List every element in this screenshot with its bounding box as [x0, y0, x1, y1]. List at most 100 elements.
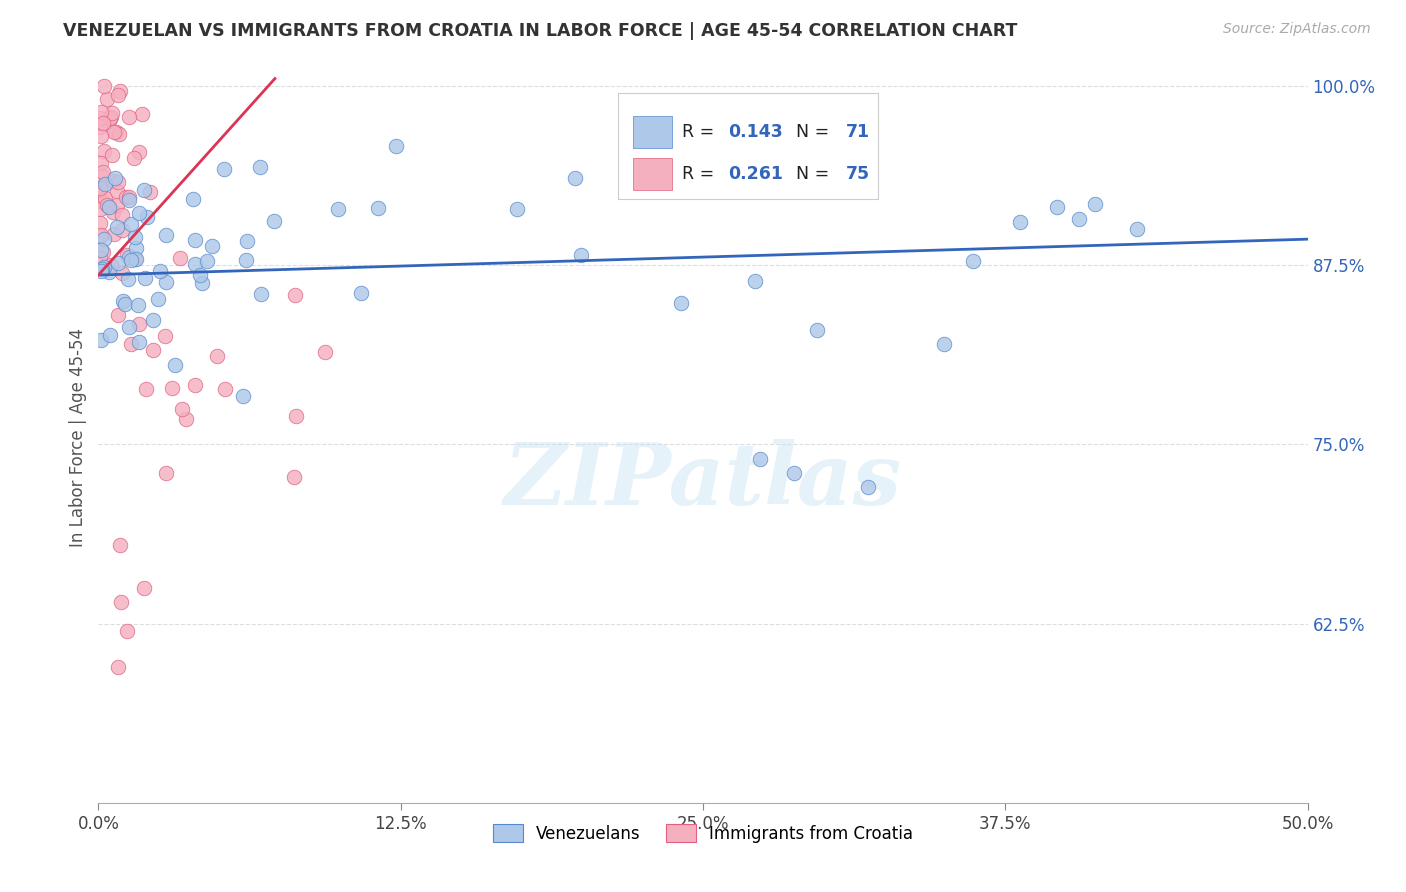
Point — [669, 295, 692, 310]
Point — [90, 156, 112, 170]
Point — [93, 232, 115, 246]
Point — [91, 169, 114, 184]
Point — [120, 253, 142, 268]
Point — [162, 381, 184, 395]
Point — [117, 110, 139, 124]
Point — [105, 184, 128, 198]
Point — [93, 194, 115, 209]
Point — [90, 128, 112, 143]
Text: Source: ZipAtlas.com: Source: ZipAtlas.com — [1223, 22, 1371, 37]
Point — [174, 411, 197, 425]
Point — [350, 285, 373, 300]
Point — [89, 228, 111, 243]
Point — [155, 275, 177, 289]
FancyBboxPatch shape — [633, 158, 672, 190]
Point — [235, 253, 257, 268]
Point — [118, 190, 141, 204]
Point — [93, 260, 115, 275]
Point — [98, 328, 121, 343]
Point — [105, 126, 128, 140]
Point — [856, 480, 879, 494]
Point — [115, 190, 138, 204]
Point — [127, 298, 149, 312]
Point — [90, 264, 112, 278]
Point — [569, 248, 592, 262]
Point — [131, 107, 153, 121]
Point — [122, 151, 145, 165]
Point — [105, 219, 128, 234]
Point — [128, 206, 150, 220]
Text: VENEZUELAN VS IMMIGRANTS FROM CROATIA IN LABOR FORCE | AGE 45-54 CORRELATION CHA: VENEZUELAN VS IMMIGRANTS FROM CROATIA IN… — [63, 22, 1018, 40]
Text: 0.261: 0.261 — [728, 165, 783, 183]
Point — [93, 261, 115, 276]
Point — [100, 111, 122, 125]
Point — [564, 170, 586, 185]
Point — [132, 581, 155, 595]
Point — [91, 165, 114, 179]
Point — [90, 243, 112, 257]
Point — [962, 253, 984, 268]
Point — [1008, 215, 1031, 229]
Point — [90, 105, 112, 120]
Point — [89, 111, 111, 125]
Point — [263, 214, 285, 228]
Text: 71: 71 — [845, 123, 870, 141]
Point — [214, 382, 236, 396]
Point — [806, 322, 828, 336]
Point — [201, 239, 224, 253]
Point — [101, 205, 124, 219]
Point — [367, 201, 389, 215]
Point — [98, 114, 121, 128]
Point — [115, 248, 138, 262]
Point — [105, 197, 128, 211]
Point — [128, 335, 150, 350]
Point — [190, 268, 212, 282]
Point — [128, 317, 150, 331]
Point — [284, 288, 307, 302]
Point — [90, 262, 112, 277]
Text: R =: R = — [682, 123, 720, 141]
Point — [326, 202, 349, 217]
Point — [124, 230, 146, 244]
Text: N =: N = — [785, 165, 835, 183]
Point — [96, 198, 118, 212]
Point — [314, 345, 336, 359]
Point — [111, 294, 134, 309]
Point — [110, 595, 132, 609]
Point — [1126, 221, 1149, 235]
Point — [120, 336, 142, 351]
Point — [125, 241, 148, 255]
Point — [97, 200, 120, 214]
Point — [128, 145, 150, 159]
Point — [101, 148, 124, 162]
Point — [107, 256, 129, 270]
Point — [783, 466, 806, 480]
Point — [107, 175, 129, 189]
Point — [181, 192, 204, 206]
Text: N =: N = — [785, 123, 835, 141]
Point — [385, 138, 408, 153]
Point — [184, 257, 207, 271]
Point — [205, 349, 228, 363]
Point — [111, 208, 134, 222]
Point — [153, 329, 176, 343]
Point — [94, 178, 117, 192]
Point — [93, 144, 115, 158]
Point — [101, 174, 124, 188]
Point — [744, 274, 766, 288]
Text: 0.143: 0.143 — [728, 123, 783, 141]
Point — [165, 358, 187, 372]
Point — [89, 202, 111, 216]
Point — [250, 287, 273, 301]
Point — [149, 264, 172, 278]
Y-axis label: In Labor Force | Age 45-54: In Labor Force | Age 45-54 — [69, 327, 87, 547]
Point — [155, 228, 177, 243]
Point — [108, 128, 131, 142]
Point — [107, 659, 129, 673]
Point — [89, 251, 111, 265]
Point — [118, 250, 141, 264]
Point — [103, 227, 125, 242]
Point — [134, 271, 156, 285]
Point — [100, 258, 122, 272]
Point — [98, 265, 121, 279]
